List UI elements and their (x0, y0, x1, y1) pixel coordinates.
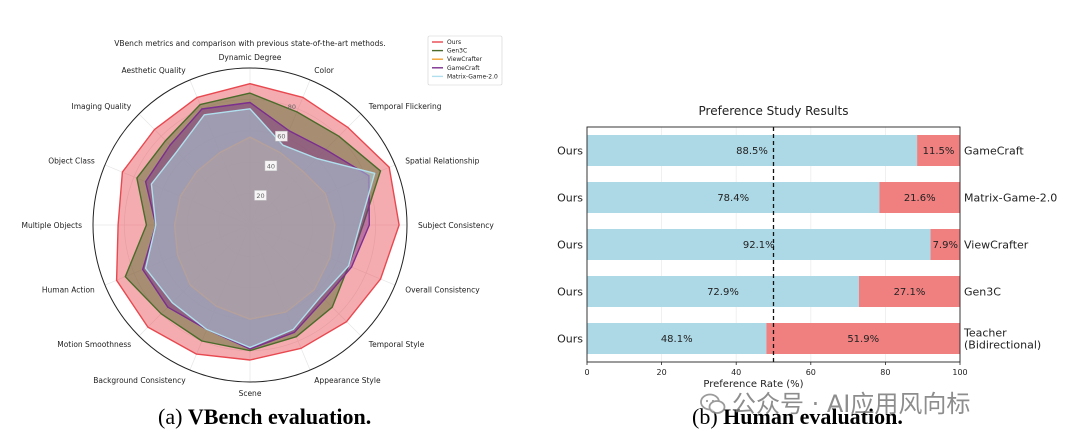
legend-label-gamecraft: GameCraft (447, 65, 480, 72)
radar-tick-40: 40 (264, 160, 278, 172)
bar-right-label-viewcrafter: ViewCrafter (964, 239, 1029, 252)
legend-label-ours: Ours (447, 39, 461, 46)
bar-right-label-gen3c: Gen3C (964, 286, 1001, 299)
caption-a-prefix: (a) (158, 404, 188, 429)
radar-spoke-background-consistency (189, 224, 251, 371)
radar-chart: VBench metrics and comparison with previ… (21, 35, 503, 398)
radar-tick-label-40: 40 (267, 162, 275, 170)
caption-a-bold: VBench evaluation. (187, 404, 372, 429)
radar-axis-label-spatial-relationship: Spatial Relationship (405, 157, 479, 166)
bar-ours-teacher-bidirectional (587, 323, 767, 354)
bar-xtick-label-60: 60 (806, 368, 816, 377)
radar-tick-box-20 (254, 190, 267, 201)
radar-axis-label-temporal-style: Temporal Style (368, 340, 425, 349)
watermark-text: 公众号 · AI应用风向标 (732, 390, 971, 418)
radar-spoke-imaging-quality (138, 113, 251, 226)
bar-xtick-label-40: 40 (731, 368, 741, 377)
radar-tick-60: 60 (275, 130, 288, 142)
radar-tick-20: 20 (254, 190, 267, 201)
bar-right-label-teacher-bidirectional-1: (Bidirectional) (964, 339, 1041, 352)
radar-axis-label-human-action: Human Action (42, 285, 95, 294)
radar-axis-label-scene: Scene (239, 389, 262, 398)
bar-plot-frame (586, 126, 961, 363)
caption-vbench: (a) VBench evaluation. (158, 404, 371, 430)
radar-axis-label-appearance-style: Appearance Style (314, 376, 381, 385)
bar-value-baseline-matrix-game-2-0: 21.6% (904, 193, 936, 204)
watermark: 公众号 · AI应用风向标 (700, 384, 970, 419)
radar-tick-box-40 (264, 160, 278, 172)
bar-xtick-label-100: 100 (952, 368, 967, 377)
radar-spoke-spatial-relationship (249, 164, 396, 226)
bar-ours-gen3c (587, 276, 859, 307)
bar-baseline-gamecraft (917, 135, 960, 166)
bar-baseline-gen3c (858, 276, 960, 307)
bar-value-ours-gamecraft: 88.5% (736, 146, 768, 157)
bar-xtick-label-0: 0 (584, 368, 589, 377)
radar-outer-circle (92, 67, 408, 383)
radar-axis-label-color: Color (314, 66, 334, 75)
bar-baseline-teacher-bidirectional (766, 323, 960, 354)
bar-left-label-teacher-bidirectional: Ours (557, 333, 583, 346)
bar-value-ours-matrix-game-2-0: 78.4% (717, 193, 749, 204)
radar-axis-label-temporal-flickering: Temporal Flickering (368, 102, 442, 111)
radar-spoke-temporal-flickering (249, 113, 362, 226)
bar-value-baseline-gamecraft: 11.5% (923, 146, 955, 157)
bar-xtick-label-20: 20 (657, 368, 667, 377)
bar-left-label-viewcrafter: Ours (557, 239, 583, 252)
radar-tick-box-60 (275, 130, 288, 142)
bar-right-label-teacher-bidirectional-0: Teacher (963, 327, 1007, 340)
bar-value-baseline-gen3c: 27.1% (894, 287, 926, 298)
radar-tick-80: 80 (288, 103, 296, 111)
bar-baseline-matrix-game-2-0 (879, 182, 960, 213)
bar-left-label-gamecraft: Ours (557, 145, 583, 158)
radar-axis-label-motion-smoothness: Motion Smoothness (57, 340, 131, 349)
radar-spoke-overall-consistency (249, 224, 396, 286)
radar-axis-label-imaging-quality: Imaging Quality (72, 102, 132, 111)
bar-right-label-gamecraft: GameCraft (964, 145, 1024, 158)
bar-title: Preference Study Results (699, 104, 849, 118)
radar-spoke-appearance-style (249, 224, 311, 371)
radar-spoke-temporal-style (249, 224, 362, 337)
radar-series-matrix-game-2-0 (144, 108, 376, 349)
bar-value-ours-gen3c: 72.9% (707, 287, 739, 298)
radar-axis-label-object-class: Object Class (48, 157, 95, 166)
radar-axis-label-multiple-objects: Multiple Objects (21, 221, 82, 230)
legend-label-viewcrafter: ViewCrafter (447, 56, 483, 63)
radar-series-viewcrafter (173, 136, 336, 320)
bar-xtick-label-80: 80 (880, 368, 890, 377)
preference-bar-chart: Preference Study Results 88.5% 11.5% Ours Ga… (557, 104, 1057, 390)
radar-tick-label-80: 80 (288, 103, 296, 111)
caption-b-bold: Human evaluation. (723, 404, 903, 429)
radar-title: VBench metrics and comparison with previ… (114, 39, 385, 48)
bar-ours-matrix-game-2-0 (587, 182, 880, 213)
radar-tick-label-60: 60 (277, 133, 285, 141)
legend-label-gen3c: Gen3C (447, 48, 467, 55)
bar-left-label-matrix-game-2-0: Ours (557, 192, 583, 205)
radar-series-ours (115, 82, 400, 361)
bar-right-label-matrix-game-2-0: Matrix-Game-2.0 (964, 192, 1057, 205)
bar-ours-gamecraft (587, 135, 918, 166)
radar-legend-box (427, 35, 503, 86)
radar-series-gamecraft (141, 101, 370, 350)
bar-value-ours-teacher-bidirectional: 48.1% (661, 334, 693, 345)
radar-spoke-motion-smoothness (138, 224, 251, 337)
bar-ours-viewcrafter (587, 229, 931, 260)
bar-value-baseline-teacher-bidirectional: 51.9% (847, 334, 879, 345)
bar-value-baseline-viewcrafter: 7.9% (933, 240, 958, 251)
legend-label-matrix-game-2-0: Matrix-Game-2.0 (447, 73, 498, 80)
bar-left-label-gen3c: Ours (557, 286, 583, 299)
radar-axis-label-aesthetic-quality: Aesthetic Quality (122, 66, 187, 75)
radar-axis-label-overall-consistency: Overall Consistency (405, 285, 480, 294)
radar-axis-label-subject-consistency: Subject Consistency (418, 221, 494, 230)
radar-axis-label-dynamic-degree: Dynamic Degree (219, 53, 282, 62)
radar-tick-label-20: 20 (256, 192, 264, 200)
bar-baseline-viewcrafter (930, 229, 960, 260)
bar-value-ours-viewcrafter: 92.1% (743, 240, 775, 251)
wechat-icon (700, 393, 726, 414)
radar-axis-label-background-consistency: Background Consistency (93, 376, 186, 385)
bar-xlabel: Preference Rate (%) (703, 379, 803, 390)
radar-spoke-object-class (104, 164, 251, 226)
